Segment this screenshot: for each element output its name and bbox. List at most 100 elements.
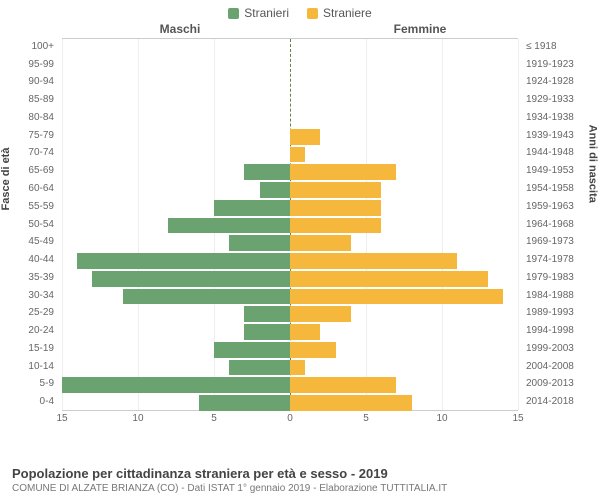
bar-male <box>168 218 290 234</box>
pyramid-row <box>62 394 518 412</box>
pyramid-row <box>62 128 518 146</box>
legend-swatch-male <box>228 8 239 19</box>
x-tick-label: 10 <box>436 413 447 424</box>
legend-label-female: Straniere <box>323 6 372 20</box>
chart-subtitle: COMUNE DI ALZATE BRIANZA (CO) - Dati IST… <box>12 483 588 494</box>
age-label: 55-59 <box>10 201 58 212</box>
birth-year-label: 1964-1968 <box>522 219 590 230</box>
pyramid-row <box>62 181 518 199</box>
pyramid-row <box>62 57 518 75</box>
header-male: Maschi <box>60 22 300 36</box>
birth-year-label: 1944-1948 <box>522 147 590 158</box>
legend-label-male: Stranieri <box>244 6 289 20</box>
age-label: 5-9 <box>10 378 58 389</box>
age-label: 50-54 <box>10 219 58 230</box>
age-label: 20-24 <box>10 325 58 336</box>
birth-year-label: 1919-1923 <box>522 59 590 70</box>
bar-female <box>290 164 396 180</box>
bar-male <box>244 164 290 180</box>
bar-female <box>290 182 381 198</box>
column-headers: Maschi Femmine <box>0 22 600 38</box>
age-label: 30-34 <box>10 290 58 301</box>
age-label: 45-49 <box>10 236 58 247</box>
age-label: 80-84 <box>10 112 58 123</box>
bar-female <box>290 253 457 269</box>
pyramid-row <box>62 305 518 323</box>
birth-year-label: 1939-1943 <box>522 130 590 141</box>
legend-swatch-female <box>307 8 318 19</box>
bar-female <box>290 271 488 287</box>
grid-line <box>518 39 519 410</box>
age-label: 90-94 <box>10 76 58 87</box>
bar-female <box>290 395 412 411</box>
pyramid-row <box>62 92 518 110</box>
pyramid-row <box>62 110 518 128</box>
bar-male <box>229 360 290 376</box>
x-tick-label: 5 <box>211 413 217 424</box>
birth-year-label: ≤ 1918 <box>522 41 590 52</box>
header-female: Femmine <box>300 22 540 36</box>
birth-year-label: 2009-2013 <box>522 378 590 389</box>
birth-year-label: 1954-1958 <box>522 183 590 194</box>
x-tick-label: 15 <box>512 413 523 424</box>
birth-year-label: 1959-1963 <box>522 201 590 212</box>
age-label: 95-99 <box>10 59 58 70</box>
bar-male <box>214 342 290 358</box>
footer: Popolazione per cittadinanza straniera p… <box>12 466 588 494</box>
pyramid-row <box>62 39 518 57</box>
bar-male <box>199 395 290 411</box>
bar-male <box>123 289 290 305</box>
bar-male <box>214 200 290 216</box>
age-label: 65-69 <box>10 165 58 176</box>
bar-female <box>290 235 351 251</box>
plot-region <box>62 38 518 411</box>
birth-year-label: 2004-2008 <box>522 361 590 372</box>
age-label: 25-29 <box>10 307 58 318</box>
legend-item-female: Straniere <box>307 6 372 20</box>
pyramid-row <box>62 270 518 288</box>
birth-year-label: 1984-1988 <box>522 290 590 301</box>
age-label: 0-4 <box>10 396 58 407</box>
birth-year-label: 1999-2003 <box>522 343 590 354</box>
pyramid-row <box>62 163 518 181</box>
legend: Stranieri Straniere <box>0 0 600 22</box>
legend-item-male: Stranieri <box>228 6 289 20</box>
bar-female <box>290 289 503 305</box>
age-label: 60-64 <box>10 183 58 194</box>
bar-female <box>290 342 336 358</box>
x-axis: 15105051015 <box>62 411 518 433</box>
bar-male <box>229 235 290 251</box>
birth-year-label: 1924-1928 <box>522 76 590 87</box>
birth-year-label: 2014-2018 <box>522 396 590 407</box>
bar-female <box>290 360 305 376</box>
x-tick-label: 0 <box>287 413 293 424</box>
age-label: 35-39 <box>10 272 58 283</box>
age-label: 70-74 <box>10 147 58 158</box>
bar-male <box>92 271 290 287</box>
bar-female <box>290 218 381 234</box>
birth-year-label: 1934-1938 <box>522 112 590 123</box>
bar-male <box>77 253 290 269</box>
bar-female <box>290 306 351 322</box>
pyramid-row <box>62 234 518 252</box>
pyramid-row <box>62 323 518 341</box>
birth-year-label: 1969-1973 <box>522 236 590 247</box>
pyramid-row <box>62 146 518 164</box>
age-label: 40-44 <box>10 254 58 265</box>
pyramid-row <box>62 252 518 270</box>
age-label: 15-19 <box>10 343 58 354</box>
birth-year-label: 1979-1983 <box>522 272 590 283</box>
x-tick-label: 15 <box>56 413 67 424</box>
bar-male <box>62 377 290 393</box>
age-label: 100+ <box>10 41 58 52</box>
pyramid-row <box>62 75 518 93</box>
bar-female <box>290 147 305 163</box>
bar-female <box>290 377 396 393</box>
pyramid-row <box>62 217 518 235</box>
chart-area: Fasce di età Anni di nascita 15105051015… <box>10 38 590 433</box>
birth-year-label: 1974-1978 <box>522 254 590 265</box>
birth-year-label: 1989-1993 <box>522 307 590 318</box>
pyramid-row <box>62 199 518 217</box>
chart-title: Popolazione per cittadinanza straniera p… <box>12 466 588 481</box>
bar-male <box>244 306 290 322</box>
